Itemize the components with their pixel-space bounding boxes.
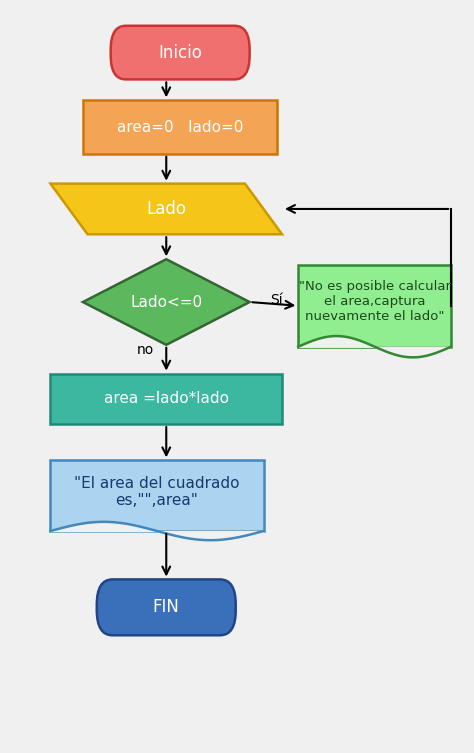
FancyBboxPatch shape	[50, 460, 264, 531]
FancyBboxPatch shape	[97, 579, 236, 636]
FancyBboxPatch shape	[83, 100, 277, 154]
Text: Inicio: Inicio	[158, 44, 202, 62]
Text: "No es posible calcular
el area,captura
nuevamente el lado": "No es posible calcular el area,captura …	[299, 280, 451, 323]
Text: area =lado*lado: area =lado*lado	[104, 392, 229, 407]
FancyBboxPatch shape	[111, 26, 250, 79]
Text: area=0   lado=0: area=0 lado=0	[117, 120, 243, 135]
Text: Lado: Lado	[146, 200, 186, 218]
Polygon shape	[50, 184, 282, 234]
FancyBboxPatch shape	[50, 373, 282, 424]
Text: no: no	[137, 343, 154, 358]
Text: Lado<=0: Lado<=0	[130, 294, 202, 309]
Text: "El area del cuadrado
es,"",area": "El area del cuadrado es,"",area"	[74, 476, 240, 508]
Text: FIN: FIN	[153, 599, 180, 617]
Polygon shape	[83, 259, 250, 345]
Text: Sí: Sí	[271, 293, 283, 306]
FancyBboxPatch shape	[298, 265, 451, 346]
